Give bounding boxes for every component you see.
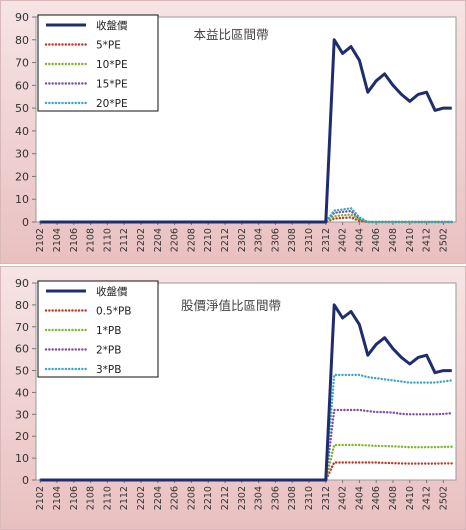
- y-tick-label: 0: [22, 216, 29, 229]
- pe-band-chart-panel: 0 10 20 30 40 50 60 70 80 90 2102 2104 2106 2108 2110 2…: [0, 0, 466, 264]
- x-tick-label: 2104: [52, 486, 63, 510]
- x-tick-label: 2212: [220, 486, 231, 510]
- y-tick-label: 10: [15, 452, 29, 465]
- x-tick-label: 2402: [338, 228, 349, 252]
- x-tick-label: 2110: [102, 228, 113, 252]
- y-tick-label: 90: [15, 277, 29, 290]
- legend-label: 15*PE: [96, 79, 128, 91]
- y-tick-label: 50: [15, 102, 29, 115]
- x-tick-label: 2206: [170, 228, 181, 252]
- x-tick-label: 2206: [170, 486, 181, 510]
- pb-band-chart-panel: 0 10 20 30 40 50 60 70 80 90 2102 2104 2106 2108 2110 2…: [0, 266, 466, 530]
- y-tick-label: 30: [15, 148, 29, 161]
- x-tick-label: 2312: [321, 486, 332, 510]
- x-tick-label: 2412: [422, 486, 433, 510]
- x-tick-label: 2502: [438, 486, 449, 510]
- legend-label: 5*PE: [96, 40, 121, 52]
- x-tick-label: 2308: [287, 228, 298, 252]
- x-tick-label: 2404: [354, 486, 365, 510]
- series-line-0: [40, 38, 452, 224]
- x-tick-label: 2208: [186, 486, 197, 510]
- y-tick-label: 0: [22, 474, 29, 487]
- x-tick-label: 2306: [270, 228, 281, 252]
- x-tick-label: 2210: [203, 228, 214, 252]
- y-tick-label: 70: [15, 321, 29, 334]
- x-tick-label: 2304: [254, 486, 265, 510]
- y-tick-label: 30: [15, 408, 29, 421]
- chart-title: 股價淨值比區間帶: [181, 298, 281, 313]
- x-tick-label: 2312: [321, 228, 332, 252]
- x-tick-label: 2212: [220, 228, 231, 252]
- x-tick-label: 2208: [186, 228, 197, 252]
- x-tick-label: 2410: [405, 228, 416, 252]
- legend-label: 1*PB: [96, 325, 121, 337]
- legend-label: 2*PB: [96, 345, 121, 357]
- y-tick-label: 90: [15, 11, 29, 24]
- x-tick-label: 2106: [69, 486, 80, 510]
- legend-box: [37, 280, 159, 378]
- x-tick-label: 2306: [270, 486, 281, 510]
- x-tick-label: 2110: [102, 486, 113, 510]
- pe-band-chart: 0 10 20 30 40 50 60 70 80 90 2102 2104 2106 2108 2110 2…: [15, 11, 457, 252]
- legend-label: 0.5*PB: [96, 306, 131, 318]
- x-tick-label: 2310: [304, 228, 315, 252]
- legend-box: [37, 14, 159, 112]
- legend-label: 3*PB: [96, 364, 121, 376]
- x-tick-label: 2408: [388, 228, 399, 252]
- x-tick-label: 2112: [119, 486, 130, 510]
- x-tick-label: 2112: [119, 228, 130, 252]
- x-tick-label: 2204: [153, 486, 164, 510]
- y-tick-label: 60: [15, 343, 29, 356]
- y-tick-label: 10: [15, 193, 29, 206]
- x-tick-label: 2302: [237, 228, 248, 252]
- x-tick-label: 2304: [254, 228, 265, 252]
- x-tick-label: 2410: [405, 486, 416, 510]
- x-tick-label: 2106: [69, 228, 80, 252]
- legend-label: 20*PE: [96, 98, 128, 110]
- x-tick-label: 2412: [422, 228, 433, 252]
- x-tick-label: 2102: [35, 486, 46, 510]
- pb-band-chart: 0 10 20 30 40 50 60 70 80 90 2102 2104 2106 2108 2110 2…: [15, 277, 457, 510]
- x-tick-label: 2406: [371, 486, 382, 510]
- legend-label: 10*PE: [96, 59, 128, 71]
- x-tick-label: 2308: [287, 486, 298, 510]
- x-tick-label: 2402: [338, 486, 349, 510]
- chart-title: 本益比區間帶: [193, 27, 268, 42]
- x-tick-label: 2310: [304, 486, 315, 510]
- y-tick-label: 70: [15, 57, 29, 70]
- y-tick-label: 20: [15, 170, 29, 183]
- x-tick-label: 2108: [86, 228, 97, 252]
- x-tick-label: 2104: [52, 228, 63, 252]
- y-tick-label: 40: [15, 386, 29, 399]
- x-tick-label: 2102: [35, 228, 46, 252]
- x-tick-label: 2210: [203, 486, 214, 510]
- x-tick-label: 2204: [153, 228, 164, 252]
- legend-label: 收盤價: [96, 285, 128, 298]
- legend-label: 收盤價: [96, 19, 128, 32]
- x-tick-label: 2202: [136, 486, 147, 510]
- y-tick-label: 20: [15, 430, 29, 443]
- x-tick-label: 2302: [237, 486, 248, 510]
- y-tick-label: 80: [15, 299, 29, 312]
- y-tick-label: 40: [15, 125, 29, 138]
- series-line-0: [40, 303, 452, 482]
- x-tick-label: 2108: [86, 486, 97, 510]
- y-tick-label: 80: [15, 34, 29, 47]
- y-tick-label: 50: [15, 365, 29, 378]
- x-tick-label: 2404: [354, 228, 365, 252]
- x-tick-label: 2202: [136, 228, 147, 252]
- x-tick-label: 2408: [388, 486, 399, 510]
- x-tick-label: 2502: [438, 228, 449, 252]
- x-tick-label: 2406: [371, 228, 382, 252]
- y-tick-label: 60: [15, 79, 29, 92]
